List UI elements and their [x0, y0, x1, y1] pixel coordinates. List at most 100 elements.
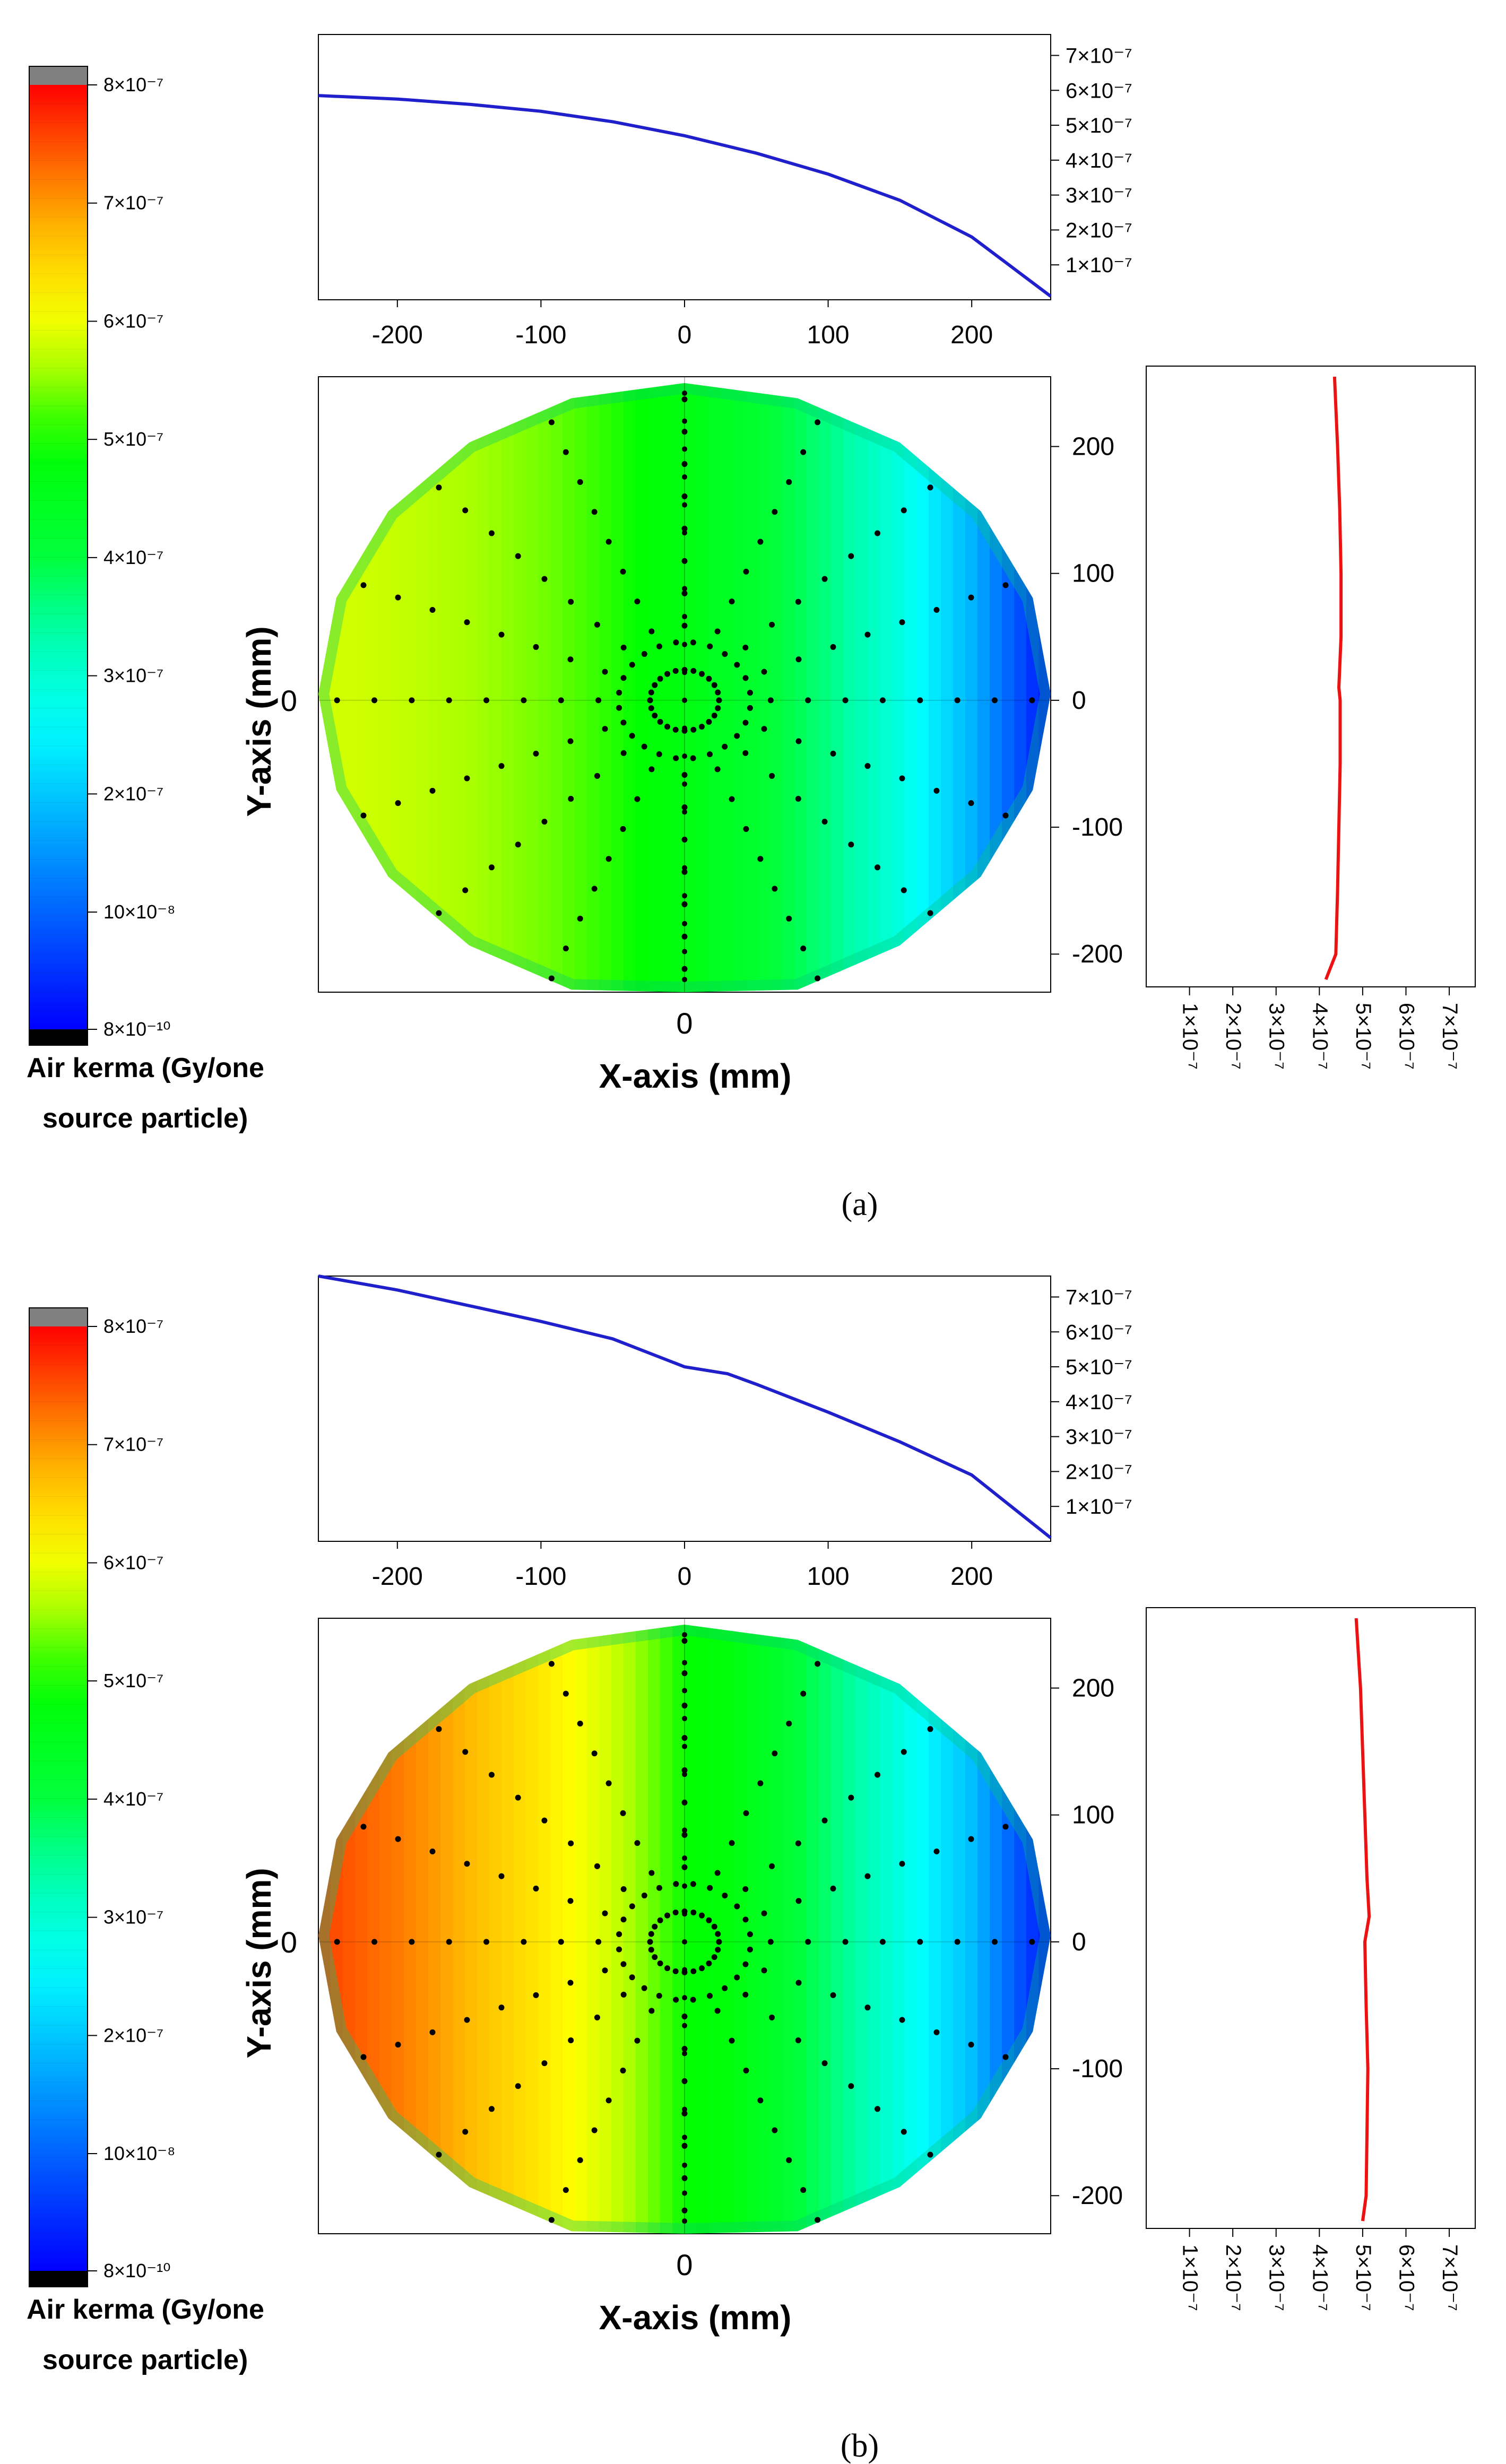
measurement-point: [673, 639, 679, 646]
measurement-point: [968, 594, 974, 601]
heatmap-cell: [575, 383, 587, 992]
heatmap-cell: [685, 383, 697, 992]
top-profile-x-tick-label: 100: [807, 321, 850, 349]
measurement-point: [488, 530, 495, 536]
measurement-point: [933, 606, 940, 613]
measurement-point: [681, 966, 688, 972]
measurement-point: [682, 949, 687, 955]
heatmap-cell: [916, 1624, 929, 2234]
measurement-point: [715, 705, 721, 712]
heatmap-cell: [855, 383, 868, 992]
measurement-point: [742, 1916, 749, 1923]
measurement-point: [657, 1917, 663, 1923]
measurement-point: [830, 1885, 836, 1892]
top-profile-x-tick-label: 200: [950, 1563, 993, 1591]
measurement-point: [648, 2008, 655, 2014]
top-profile-y-tick-label: 1×10⁻⁷: [1066, 1495, 1132, 1519]
measurement-point: [805, 1939, 811, 1945]
heatmap-cell: [611, 1624, 624, 2234]
measurement-point: [968, 800, 974, 806]
colorbar-tick-label: 6×10⁻⁷: [103, 1551, 163, 1573]
measurement-point: [690, 1909, 697, 1915]
right-profile-x-tick-label: 2×10⁻⁷: [1222, 1003, 1245, 1070]
measurement-point: [594, 2014, 600, 2020]
heatmap-cell: [831, 383, 844, 992]
heatmap-cell: [733, 1624, 746, 2234]
measurement-point: [795, 1898, 802, 1904]
measurement-point: [769, 1863, 775, 1869]
top-profile-y-tick-label: 2×10⁻⁷: [1066, 1460, 1132, 1483]
heatmap-cell: [477, 1624, 490, 2234]
measurement-point: [464, 619, 470, 626]
measurement-point: [821, 819, 828, 825]
measurement-point: [462, 1749, 469, 1755]
measurement-point: [577, 479, 583, 485]
measurement-point: [954, 1939, 960, 1945]
measurement-point: [706, 1960, 712, 1966]
measurement-point: [734, 733, 740, 739]
top-profile-y-tick-label: 4×10⁻⁷: [1066, 1391, 1132, 1414]
colorbar-title-line2: source particle): [42, 1103, 248, 1134]
measurement-point: [664, 1912, 671, 1919]
measurement-point: [1029, 697, 1035, 704]
measurement-point: [568, 598, 574, 605]
measurement-point: [395, 594, 401, 601]
heatmap-cell: [489, 383, 502, 992]
heatmap-cell: [636, 383, 648, 992]
measurement-point: [620, 1991, 627, 1998]
measurement-point: [620, 1961, 627, 1967]
heatmap-cell: [794, 1624, 807, 2234]
colorbar-tick-label: 3×10⁻⁷: [103, 665, 163, 687]
measurement-point: [562, 449, 569, 455]
measurement-point: [462, 887, 469, 893]
measurement-point: [795, 1980, 802, 1986]
panel-caption: (a): [842, 1186, 878, 1222]
measurement-point: [707, 643, 713, 649]
measurement-point: [634, 796, 641, 802]
colorbar-frame: [29, 66, 88, 1046]
measurement-point: [395, 1836, 401, 1842]
colorbar-tick-label: 8×10⁻¹⁰: [103, 2260, 171, 2281]
heatmap-cell: [477, 383, 490, 992]
heatmap-cell: [587, 383, 600, 992]
measurement-point: [682, 641, 687, 647]
measurement-point: [714, 1870, 721, 1876]
top-profile-y-tick-label: 6×10⁻⁷: [1066, 1321, 1132, 1344]
measurement-point: [620, 644, 627, 650]
measurement-point: [562, 945, 569, 952]
measurement-point: [917, 1939, 923, 1945]
measurement-point: [436, 2151, 442, 2158]
heatmap-cell: [562, 1624, 575, 2234]
measurement-points: [334, 391, 1035, 983]
measurement-point: [605, 856, 612, 862]
measurement-point: [681, 2207, 688, 2214]
measurement-point: [786, 1720, 792, 1726]
panel-b: 8×10⁻⁷ 7×10⁻⁷ 6×10⁻⁷ 5×10⁻⁷ 4×10⁻⁷ 3×10⁻⁷ 2×10…: [27, 1274, 1476, 2464]
measurement-point: [548, 419, 555, 426]
top-profile-x-tick-label: 0: [678, 321, 692, 349]
colorbar-tick-label: 7×10⁻⁷: [103, 1434, 163, 1455]
measurement-point: [595, 697, 602, 704]
measurement-point: [577, 2157, 583, 2163]
heatmap-cell: [550, 1624, 563, 2234]
measurement-point: [698, 1912, 705, 1919]
heatmap-y-axis-title: Y-axis (mm): [240, 1868, 278, 2058]
measurement-point: [742, 719, 749, 726]
right-profile-x-tick-label: 6×10⁻⁷: [1395, 1003, 1418, 1070]
measurement-point: [682, 2190, 687, 2196]
measurement-point: [1029, 1939, 1035, 1945]
heatmap-cell: [489, 1624, 502, 2234]
measurement-point: [657, 675, 663, 682]
measurement-point: [541, 2060, 548, 2067]
heatmap-x-zero-label: 0: [676, 2248, 693, 2281]
measurement-point: [875, 2106, 881, 2112]
measurement-point: [371, 1939, 378, 1945]
measurement-point: [681, 429, 688, 435]
heatmap-cell: [514, 383, 526, 992]
measurement-point: [711, 1954, 717, 1960]
right-profile-x-tick-label: 1×10⁻⁷: [1179, 2244, 1202, 2311]
measurement-point: [682, 865, 687, 871]
measurement-point: [429, 1848, 436, 1854]
measurement-point: [656, 643, 662, 649]
measurement-point: [371, 697, 378, 704]
